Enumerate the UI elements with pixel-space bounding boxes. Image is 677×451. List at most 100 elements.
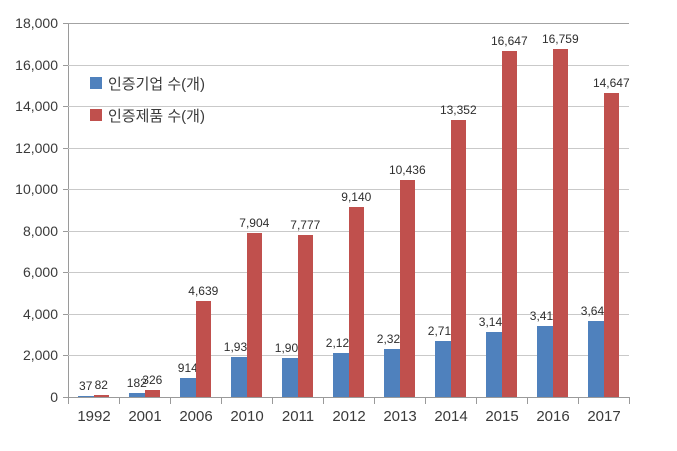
x-axis-label-2016: 2016	[536, 408, 570, 425]
y-axis-label: 4,000	[22, 306, 58, 322]
x-axis-tick	[221, 398, 222, 404]
legend: 인증기업 수(개) 인증제품 수(개)	[90, 75, 205, 139]
bar-series0-2011	[282, 358, 298, 397]
bar-series1-2010	[246, 233, 262, 397]
y-axis-label: 14,000	[15, 98, 58, 114]
x-axis-label-2001: 2001	[128, 408, 162, 425]
gridline-12000	[68, 148, 629, 149]
data-label-series1-2001: 326	[142, 373, 163, 388]
data-label-series1-2015: 16,647	[490, 34, 528, 49]
x-axis-line	[68, 397, 630, 398]
bar-series0-2016	[537, 326, 553, 397]
data-label-series1-2006: 4,639	[188, 283, 219, 298]
data-label-series0-2017: 3,643	[580, 304, 611, 319]
x-axis-label-2014: 2014	[434, 408, 468, 425]
x-axis-label-2012: 2012	[332, 408, 366, 425]
x-axis-tick	[272, 398, 273, 404]
x-axis-label-1992: 1992	[77, 408, 111, 425]
bar-series0-2013	[384, 349, 400, 397]
data-label-series0-2014: 2,718	[427, 323, 458, 338]
x-axis-tick	[374, 398, 375, 404]
y-axis-tick	[63, 106, 68, 107]
bar-series0-2006	[180, 378, 196, 397]
y-axis-tick	[63, 189, 68, 190]
data-label-series1-2011: 7,777	[290, 218, 321, 233]
x-axis-tick	[68, 398, 69, 404]
gridline-18000	[68, 23, 629, 24]
data-label-series1-2012: 9,140	[341, 190, 372, 205]
bar-series0-2010	[231, 357, 247, 397]
data-label-series0-2001: 182	[126, 376, 147, 391]
legend-swatch-products	[90, 109, 102, 121]
y-axis-tick	[63, 314, 68, 315]
y-axis-label: 2,000	[22, 347, 58, 363]
bar-series0-1992	[78, 396, 94, 397]
y-axis-tick	[63, 23, 68, 24]
bar-series1-2001	[144, 390, 160, 397]
x-axis-label-2015: 2015	[485, 408, 519, 425]
bar-series0-2015	[486, 332, 502, 397]
bar-series1-2015	[501, 51, 517, 397]
y-axis-tick	[63, 272, 68, 273]
bar-series1-2006	[195, 301, 211, 397]
x-axis-tick	[629, 398, 630, 404]
bar-series1-2014	[450, 120, 466, 397]
y-axis-tick	[63, 397, 68, 398]
x-axis-tick	[578, 398, 579, 404]
data-label-series0-2010: 1,933	[223, 339, 254, 354]
data-label-series1-2013: 10,436	[388, 163, 426, 178]
bar-series0-2017	[588, 321, 604, 397]
bar-series0-2012	[333, 353, 349, 397]
bar-series1-2016	[552, 49, 568, 397]
x-axis-tick	[323, 398, 324, 404]
data-label-series0-2015: 3,142	[478, 314, 509, 329]
data-label-series0-1992: 37	[79, 379, 93, 393]
x-axis-label-2011: 2011	[281, 408, 315, 425]
x-axis-label-2013: 2013	[383, 408, 417, 425]
x-axis-tick	[425, 398, 426, 404]
gridline-10000	[68, 189, 629, 190]
legend-swatch-companies	[90, 77, 102, 89]
bar-series1-1992	[93, 395, 109, 397]
data-label-series0-2006: 914	[177, 361, 198, 375]
data-label-series1-2016: 16,759	[541, 31, 579, 46]
x-axis-tick	[119, 398, 120, 404]
legend-label-companies: 인증기업 수(개)	[108, 75, 205, 93]
bar-series1-2011	[297, 235, 313, 397]
x-axis-tick	[527, 398, 528, 404]
bar-series0-2014	[435, 341, 451, 397]
y-axis-tick	[63, 231, 68, 232]
x-axis-tick	[170, 398, 171, 404]
y-axis-line	[68, 23, 69, 398]
y-axis-label: 12,000	[15, 140, 58, 156]
bar-series1-2012	[348, 207, 364, 397]
x-axis-label-2017: 2017	[587, 408, 621, 425]
x-axis-label-2006: 2006	[179, 408, 213, 425]
x-axis-tick	[476, 398, 477, 404]
bar-series0-2001	[129, 393, 145, 397]
legend-item-companies: 인증기업 수(개)	[90, 75, 205, 93]
legend-item-products: 인증제품 수(개)	[90, 107, 205, 125]
gridline-16000	[68, 65, 629, 66]
legend-label-products: 인증제품 수(개)	[108, 107, 205, 125]
y-axis-tick	[63, 65, 68, 66]
y-axis-label: 8,000	[22, 223, 58, 239]
y-axis-tick	[63, 355, 68, 356]
data-label-series1-2014: 13,352	[439, 102, 477, 117]
data-label-series1-1992: 82	[94, 378, 108, 393]
data-label-series0-2013: 2,323	[376, 331, 407, 346]
data-label-series0-2016: 3,419	[529, 309, 560, 323]
y-axis-label: 0	[50, 389, 58, 405]
data-label-series0-2011: 1,900	[274, 340, 305, 355]
data-label-series1-2017: 14,647	[592, 75, 630, 90]
gridline-14000	[68, 106, 629, 107]
data-label-series0-2012: 2,129	[325, 335, 356, 350]
plot-area: 인증기업 수(개) 인증제품 수(개) 37 82 182 326 914 4,639 1,…	[68, 23, 630, 397]
bar-series1-2017	[603, 93, 619, 397]
y-axis-label: 18,000	[15, 15, 58, 31]
x-axis-label-2010: 2010	[230, 408, 264, 425]
y-axis-label: 10,000	[15, 181, 58, 197]
y-axis-label: 6,000	[22, 264, 58, 280]
data-label-series1-2010: 7,904	[239, 215, 270, 230]
